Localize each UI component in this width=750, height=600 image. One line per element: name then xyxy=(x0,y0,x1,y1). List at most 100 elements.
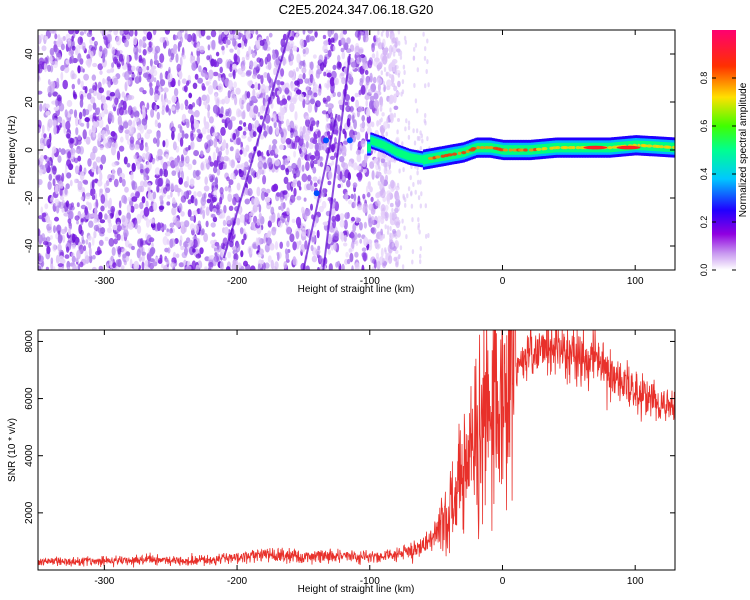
spectrogram-cell xyxy=(384,224,387,230)
spectrogram-cell xyxy=(123,156,128,165)
x-tick-label: -200 xyxy=(227,576,247,587)
spectrogram-cell xyxy=(207,128,211,134)
spectrogram-cell xyxy=(282,33,287,41)
spectrogram-ridge-cell xyxy=(426,154,429,164)
spectrogram-cell xyxy=(82,129,87,140)
spectrogram-cell xyxy=(257,150,262,158)
spectrogram-cell xyxy=(353,193,357,202)
spectrogram-cell xyxy=(345,105,351,113)
spectrogram-hotspot xyxy=(452,152,458,156)
spectrogram-cell xyxy=(252,88,256,98)
spectrogram-cell xyxy=(296,159,302,169)
spectrogram-cell xyxy=(132,36,138,46)
spectrogram-cell xyxy=(103,36,109,46)
spectrogram-cell xyxy=(46,138,52,149)
spectrogram-ridge-cell xyxy=(418,154,421,163)
spectrogram-cell xyxy=(389,226,392,231)
spectrogram-cell xyxy=(211,196,217,202)
spectrogram-cell xyxy=(354,251,359,258)
spectrogram-cell xyxy=(192,238,198,249)
spectrogram-hotspot xyxy=(502,148,509,152)
spectrogram-cell xyxy=(352,182,358,188)
spectrogram-cell xyxy=(186,176,190,184)
spectrogram-cell xyxy=(260,74,264,85)
spectrogram-cell xyxy=(153,59,159,66)
spectrogram-cell xyxy=(189,223,195,231)
spectrogram-cell xyxy=(75,127,79,136)
x-tick-label: 0 xyxy=(500,276,506,287)
spectrogram-cell xyxy=(401,79,405,85)
spectrogram-cell xyxy=(148,237,155,243)
spectrogram-cell xyxy=(134,30,138,37)
spectrogram-cell xyxy=(196,55,200,65)
spectrogram-cell xyxy=(235,87,241,95)
spectrogram-cell xyxy=(78,111,83,120)
spectrogram-cell xyxy=(295,33,299,39)
spectrogram-cell xyxy=(413,46,416,52)
spectrogram-cell xyxy=(93,230,97,239)
spectrogram-cell xyxy=(279,241,284,249)
spectrogram-cell xyxy=(101,110,105,118)
spectrogram-cell xyxy=(393,105,399,111)
spectrogram-cell xyxy=(222,219,227,227)
spectrogram-cell xyxy=(227,107,232,118)
spectrogram-cell xyxy=(393,93,397,104)
spectrogram-cell xyxy=(39,34,45,40)
spectrogram-cell xyxy=(386,212,390,218)
spectrogram-streak xyxy=(222,30,292,259)
spectrogram-cell xyxy=(229,146,234,152)
spectrogram-cell xyxy=(199,45,205,53)
colorbar-tick-label: 0.6 xyxy=(699,120,709,133)
spectrogram-cell xyxy=(230,116,236,122)
spectrogram-cell xyxy=(264,262,270,269)
spectrogram-cell xyxy=(315,100,321,108)
spectrogram-cell xyxy=(170,262,176,268)
spectrogram-cell xyxy=(64,187,68,195)
spectrogram-cell xyxy=(61,119,66,128)
spectrogram-cell xyxy=(277,90,280,96)
spectrogram-cell xyxy=(191,32,196,42)
spectrogram-cell xyxy=(108,237,115,247)
snr-panel: -300 -200 -100 0 100 2000 4000 6000 8000 Height… xyxy=(7,329,676,595)
spectrogram-cell xyxy=(197,77,204,84)
spectrogram-cell xyxy=(80,218,85,223)
spectrogram-cell xyxy=(150,108,155,118)
spectrogram-cell xyxy=(107,209,112,214)
spectrogram-cell xyxy=(138,54,143,62)
spectrogram-cell xyxy=(280,131,284,138)
spectrogram-cell xyxy=(245,53,250,61)
spectrogram-cell xyxy=(149,87,154,96)
spectrogram-cell xyxy=(202,209,206,220)
spectrogram-cell xyxy=(367,88,373,95)
spectrogram-cell xyxy=(286,240,290,248)
spectrogram-cell xyxy=(332,64,337,71)
x-tick-label: 100 xyxy=(627,276,644,287)
colorbar-label: Normalized spectral amplitude xyxy=(738,82,749,217)
spectrogram-cell xyxy=(206,134,212,141)
spectrogram-cell xyxy=(240,250,244,258)
spectrogram-cell xyxy=(303,197,307,202)
spectrogram-cell xyxy=(51,146,57,154)
spectrogram-cell xyxy=(237,48,241,56)
spectrogram-cell xyxy=(138,39,143,49)
spectrogram-cell xyxy=(417,195,421,201)
spectrogram-cell xyxy=(244,126,249,131)
spectrogram-cell xyxy=(289,102,295,113)
spectrogram-ridge-cell xyxy=(405,151,408,160)
spectrogram-cell xyxy=(354,262,360,270)
spectrogram-ridge-cell xyxy=(389,144,392,153)
spectrogram-cell xyxy=(139,124,145,134)
spectrogram-ridge-cell xyxy=(375,138,378,147)
spectrogram-cell xyxy=(259,40,265,46)
spectrogram-cell xyxy=(208,261,214,268)
spectrogram-cell xyxy=(278,100,285,106)
spectrogram-ridge-cell xyxy=(371,137,375,145)
spectrogram-cell xyxy=(315,248,321,255)
spectrogram-cell xyxy=(377,42,384,50)
spectrogram-cell xyxy=(86,92,92,100)
spectrogram-cell xyxy=(357,195,361,205)
spectrogram-cell xyxy=(77,180,83,191)
spectrogram-cell xyxy=(395,221,400,229)
spectrogram-cell xyxy=(71,244,76,250)
spectrogram-cell xyxy=(173,88,179,97)
